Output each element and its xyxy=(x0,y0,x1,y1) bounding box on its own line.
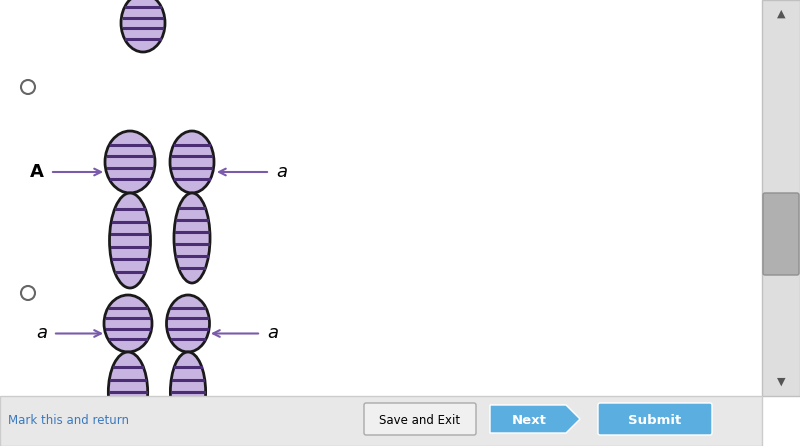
FancyBboxPatch shape xyxy=(364,403,476,435)
Text: Next: Next xyxy=(511,414,546,428)
Text: Mark this and return: Mark this and return xyxy=(8,414,129,428)
Ellipse shape xyxy=(121,0,165,52)
Text: ▲: ▲ xyxy=(777,9,786,19)
Text: Submit: Submit xyxy=(628,414,682,428)
Bar xyxy=(762,0,800,396)
Ellipse shape xyxy=(104,295,152,352)
Text: A: A xyxy=(30,163,44,181)
Circle shape xyxy=(21,286,35,300)
Text: a: a xyxy=(36,325,47,343)
Ellipse shape xyxy=(108,352,148,432)
FancyBboxPatch shape xyxy=(598,403,712,435)
Ellipse shape xyxy=(166,295,210,352)
Polygon shape xyxy=(490,405,580,433)
Ellipse shape xyxy=(174,193,210,283)
FancyBboxPatch shape xyxy=(763,193,799,275)
Text: Save and Exit: Save and Exit xyxy=(379,414,461,428)
Text: ▼: ▼ xyxy=(777,377,786,387)
Text: a: a xyxy=(276,163,287,181)
Bar xyxy=(0,396,762,446)
Bar xyxy=(0,396,762,446)
Circle shape xyxy=(21,80,35,94)
Text: a: a xyxy=(267,325,278,343)
Ellipse shape xyxy=(110,193,150,288)
Ellipse shape xyxy=(170,131,214,193)
Ellipse shape xyxy=(105,131,155,193)
Bar xyxy=(0,0,762,396)
Ellipse shape xyxy=(170,352,206,432)
